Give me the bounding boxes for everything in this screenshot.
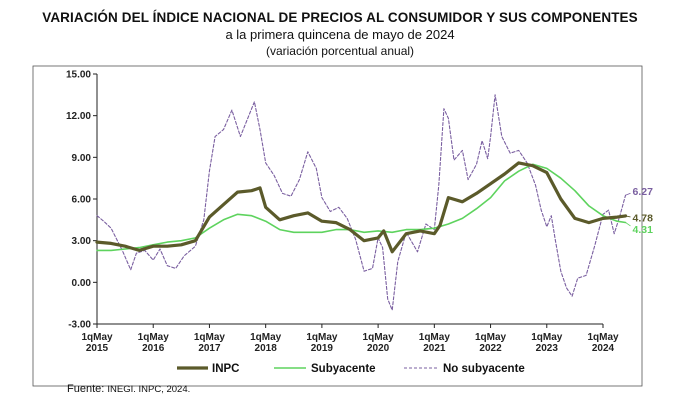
- legend-label-inpc: INPC: [212, 363, 239, 375]
- x-tick-label-year: 2021: [423, 343, 446, 354]
- end-label-no-subyacente: 6.27: [632, 186, 653, 198]
- x-tick-label-year: 2017: [198, 343, 221, 354]
- chart-title: VARIACIÓN DEL ÍNDICE NACIONAL DE PRECIOS…: [42, 10, 638, 25]
- x-tick-label-year: 2020: [367, 343, 390, 354]
- x-tick-label: 1qMay: [475, 332, 507, 343]
- y-tick-label: -3.00: [68, 320, 91, 331]
- x-tick-label-year: 2024: [592, 343, 615, 354]
- x-tick-label: 1qMay: [81, 332, 113, 343]
- source-note: Fuente: INEGI. INPC, 2024.: [67, 383, 190, 395]
- y-tick-label: 9.00: [72, 153, 92, 164]
- legend-label-no-subyacente: No subyacente: [443, 363, 525, 375]
- source-value: INEGI. INPC, 2024.: [107, 384, 191, 395]
- end-label-leader-no-subyacente: [625, 192, 631, 196]
- x-tick-label-year: 2019: [311, 343, 334, 354]
- x-tick-label: 1qMay: [306, 332, 338, 343]
- x-tick-label: 1qMay: [587, 332, 619, 343]
- y-tick-label: 12.00: [66, 111, 91, 122]
- y-tick-label: 3.00: [72, 236, 92, 247]
- x-tick-label-year: 2018: [255, 343, 278, 354]
- chart-note: (variación porcentual anual): [265, 44, 415, 58]
- legend-label-subyacente: Subyacente: [311, 363, 376, 375]
- chart-frame: [32, 65, 643, 387]
- x-tick-label-year: 2015: [86, 343, 109, 354]
- y-tick-label: 15.00: [66, 70, 91, 81]
- x-tick-label: 1qMay: [363, 332, 395, 343]
- x-tick-label: 1qMay: [531, 332, 563, 343]
- x-tick-label: 1qMay: [419, 332, 451, 343]
- series-line-inpc: [95, 161, 628, 254]
- end-label-subyacente: 4.31: [632, 224, 653, 236]
- chart-subtitle: a la primera quincena de mayo de 2024: [225, 27, 455, 42]
- end-label-leader-inpc: [625, 215, 631, 218]
- x-tick-label-year: 2022: [479, 343, 502, 354]
- x-tick-label: 1qMay: [194, 332, 226, 343]
- end-label-inpc: 4.78: [632, 212, 653, 224]
- x-tick-label: 1qMay: [138, 332, 170, 343]
- series-line-no-subyacente: [96, 94, 627, 311]
- end-label-leader-subyacente: [625, 222, 631, 227]
- y-tick-label: 0.00: [72, 278, 92, 289]
- source-label: Fuente:: [67, 383, 105, 395]
- x-tick-label-year: 2016: [142, 343, 165, 354]
- y-tick-label: 6.00: [72, 195, 92, 206]
- x-tick-label: 1qMay: [250, 332, 282, 343]
- series-line-subyacente: [96, 163, 627, 252]
- x-tick-label-year: 2023: [536, 343, 559, 354]
